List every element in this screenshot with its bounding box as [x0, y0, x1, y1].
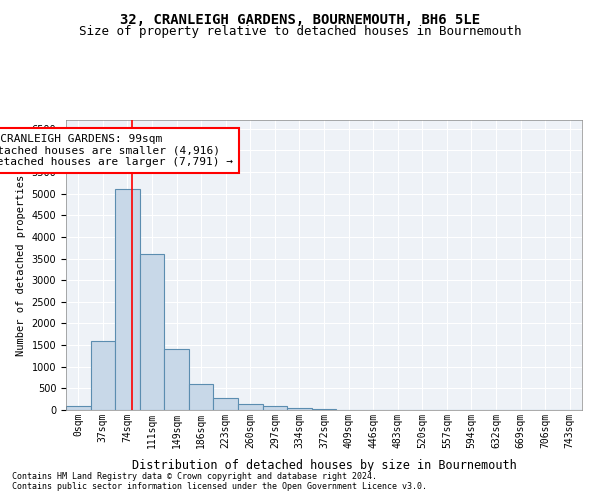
- Bar: [214, 398, 238, 410]
- X-axis label: Distribution of detached houses by size in Bournemouth: Distribution of detached houses by size …: [131, 459, 517, 472]
- Y-axis label: Number of detached properties: Number of detached properties: [16, 174, 26, 356]
- Text: 32, CRANLEIGH GARDENS, BOURNEMOUTH, BH6 5LE: 32, CRANLEIGH GARDENS, BOURNEMOUTH, BH6 …: [120, 12, 480, 26]
- Bar: [66, 406, 91, 410]
- Bar: [91, 340, 115, 410]
- Bar: [312, 409, 336, 410]
- Bar: [287, 408, 312, 410]
- Text: 32 CRANLEIGH GARDENS: 99sqm
← 38% of detached houses are smaller (4,916)
61% of : 32 CRANLEIGH GARDENS: 99sqm ← 38% of det…: [0, 134, 233, 167]
- Bar: [140, 254, 164, 410]
- Bar: [164, 350, 189, 410]
- Text: Size of property relative to detached houses in Bournemouth: Size of property relative to detached ho…: [79, 25, 521, 38]
- Text: Contains HM Land Registry data © Crown copyright and database right 2024.: Contains HM Land Registry data © Crown c…: [12, 472, 377, 481]
- Bar: [189, 384, 214, 410]
- Bar: [263, 406, 287, 410]
- Bar: [238, 404, 263, 410]
- Text: Contains public sector information licensed under the Open Government Licence v3: Contains public sector information licen…: [12, 482, 427, 491]
- Bar: [115, 190, 140, 410]
